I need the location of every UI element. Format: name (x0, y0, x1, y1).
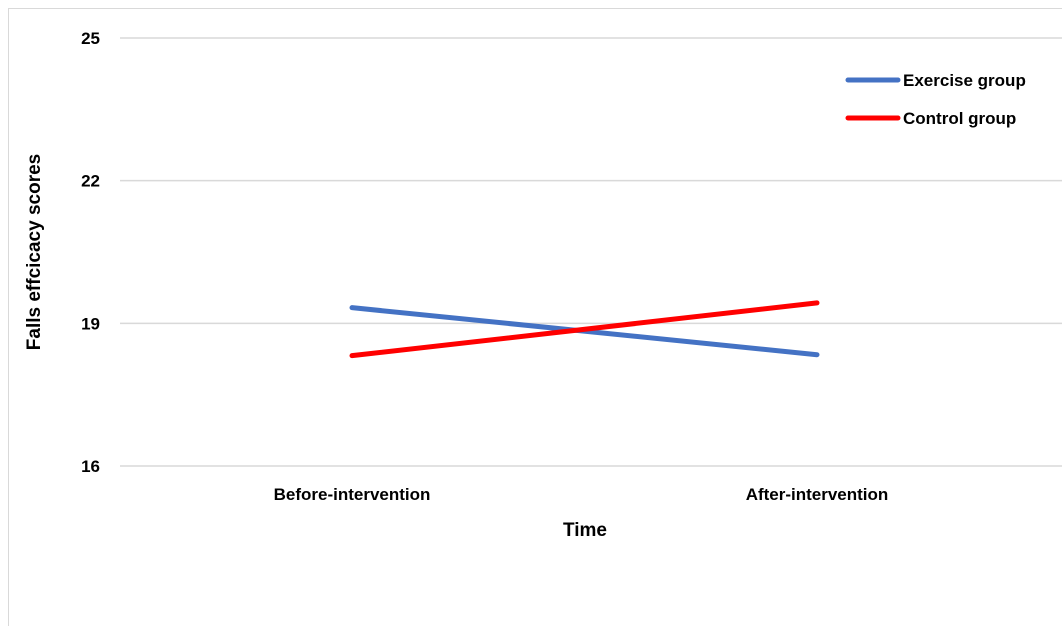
y-tick-label: 25 (81, 29, 100, 48)
legend-label: Exercise group (903, 71, 1026, 90)
y-axis-title: Falls effcicacy scores (24, 154, 45, 350)
y-tick-label: 22 (81, 172, 100, 191)
gridlines (120, 37, 1062, 467)
series-lines (349, 300, 820, 359)
series-line-2 (349, 300, 820, 359)
y-tick-label: 16 (81, 457, 100, 476)
chart-frame (8, 8, 1062, 626)
x-category-label: After-intervention (746, 485, 889, 504)
legend-label: Control group (903, 109, 1016, 128)
y-tick-labels: 16 19 22 25 (81, 29, 100, 476)
y-tick-label: 19 (81, 314, 100, 333)
x-category-labels: Before-intervention After-intervention (274, 485, 889, 504)
legend: Exercise group Control group (845, 71, 1026, 128)
x-axis-title: Time (563, 520, 607, 541)
x-category-label: Before-intervention (274, 485, 431, 504)
